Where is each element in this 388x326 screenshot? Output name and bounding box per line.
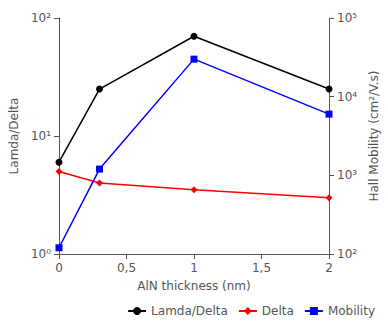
- svg-text:10²: 10²: [31, 11, 51, 25]
- svg-text:10¹: 10¹: [31, 129, 51, 143]
- svg-text:0,5: 0,5: [117, 261, 136, 275]
- svg-text:1: 1: [190, 261, 198, 275]
- svg-text:Mobility: Mobility: [328, 304, 375, 318]
- svg-text:Delta: Delta: [262, 304, 294, 318]
- svg-text:AlN thickness (nm): AlN thickness (nm): [137, 279, 251, 293]
- svg-text:10⁵: 10⁵: [337, 11, 357, 25]
- svg-text:Hall Mobility (cm²/V.s): Hall Mobility (cm²/V.s): [367, 70, 381, 201]
- svg-text:10⁰: 10⁰: [31, 247, 51, 261]
- svg-text:0: 0: [55, 261, 63, 275]
- svg-text:1,5: 1,5: [252, 261, 271, 275]
- svg-text:10²: 10²: [337, 247, 357, 261]
- svg-text:Lamda/Delta: Lamda/Delta: [151, 304, 228, 318]
- svg-text:10⁴: 10⁴: [337, 90, 357, 104]
- svg-text:2: 2: [325, 261, 333, 275]
- svg-text:10³: 10³: [337, 168, 357, 182]
- svg-text:Lamda/Delta: Lamda/Delta: [7, 98, 21, 175]
